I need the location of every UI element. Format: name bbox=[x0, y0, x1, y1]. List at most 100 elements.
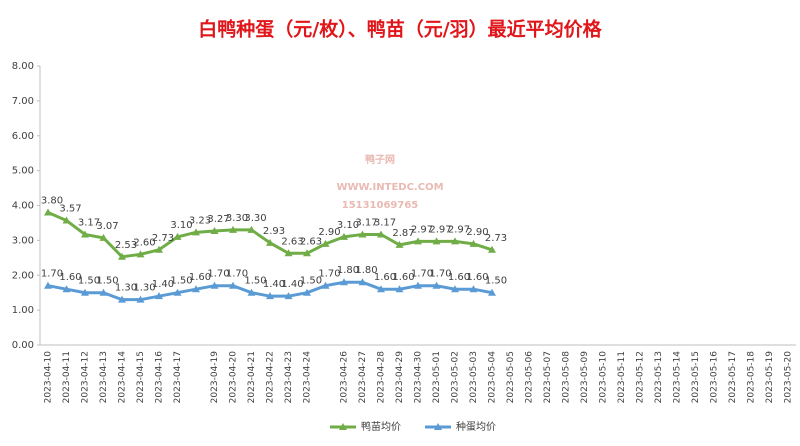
marker bbox=[192, 228, 200, 236]
marker bbox=[358, 278, 367, 286]
data-label: 1.50 bbox=[78, 276, 100, 287]
marker bbox=[321, 281, 330, 289]
y-tick-label: 2.00 bbox=[12, 270, 34, 281]
data-label: 1.70 bbox=[41, 269, 63, 280]
marker bbox=[358, 230, 367, 238]
marker bbox=[432, 237, 441, 245]
data-label: 1.80 bbox=[337, 265, 359, 276]
data-label: 1.80 bbox=[355, 265, 377, 276]
marker bbox=[469, 285, 478, 293]
data-label: 2.73 bbox=[485, 233, 507, 244]
data-label: 3.57 bbox=[59, 203, 81, 214]
x-tick-label: 2023-05-06 bbox=[525, 351, 535, 404]
marker bbox=[210, 226, 219, 234]
marker bbox=[81, 230, 89, 238]
marker bbox=[469, 239, 478, 247]
marker bbox=[488, 288, 496, 296]
data-label: 2.63 bbox=[300, 236, 322, 247]
x-tick-label: 2023-05-20 bbox=[784, 351, 794, 404]
marker bbox=[155, 245, 163, 253]
y-tick-label: 1.00 bbox=[12, 305, 34, 316]
x-tick-label: 2023-04-28 bbox=[377, 351, 387, 404]
watermark: WWW.INTEDC.COM bbox=[336, 182, 443, 193]
data-label: 2.90 bbox=[466, 227, 488, 238]
data-label: 1.40 bbox=[263, 279, 285, 290]
legend-label: 种蛋均价 bbox=[456, 420, 496, 433]
data-label: 2.97 bbox=[448, 224, 470, 235]
data-label: 1.70 bbox=[411, 269, 433, 280]
x-tick-label: 2023-05-09 bbox=[580, 351, 590, 404]
data-label: 3.30 bbox=[226, 213, 248, 224]
x-tick-label: 2023-04-30 bbox=[414, 351, 424, 404]
marker bbox=[284, 292, 293, 300]
marker bbox=[451, 237, 459, 245]
marker bbox=[321, 239, 330, 247]
data-label: 1.30 bbox=[133, 283, 155, 294]
marker bbox=[488, 245, 496, 253]
data-label: 3.17 bbox=[78, 217, 100, 228]
marker bbox=[395, 240, 404, 248]
x-tick-label: 2023-04-17 bbox=[173, 351, 183, 403]
y-tick-label: 4.00 bbox=[12, 201, 34, 212]
x-tick-label: 2023-04-19 bbox=[210, 351, 220, 404]
data-label: 1.60 bbox=[59, 272, 81, 283]
marker bbox=[192, 285, 200, 293]
x-tick-label: 2023-04-10 bbox=[44, 351, 54, 404]
x-tick-label: 2023-04-26 bbox=[340, 351, 350, 404]
data-label: 3.17 bbox=[374, 217, 396, 228]
x-tick-label: 2023-04-13 bbox=[99, 351, 109, 403]
marker bbox=[229, 225, 237, 233]
legend-marker bbox=[339, 423, 347, 430]
data-label: 3.27 bbox=[207, 214, 229, 225]
marker bbox=[377, 285, 385, 293]
x-tick-label: 2023-04-15 bbox=[136, 351, 146, 403]
x-tick-label: 2023-05-17 bbox=[728, 351, 738, 403]
x-tick-label: 2023-05-18 bbox=[747, 351, 757, 404]
x-tick-label: 2023-05-16 bbox=[710, 351, 720, 404]
data-label: 1.70 bbox=[318, 269, 340, 280]
data-label: 2.63 bbox=[281, 236, 303, 247]
y-tick-label: 3.00 bbox=[12, 235, 34, 246]
data-label: 1.40 bbox=[281, 279, 303, 290]
x-tick-label: 2023-05-04 bbox=[488, 351, 498, 404]
data-label: 1.40 bbox=[152, 279, 174, 290]
marker bbox=[432, 281, 441, 289]
data-label: 1.60 bbox=[392, 272, 414, 283]
data-label: 3.23 bbox=[189, 215, 211, 226]
x-tick-label: 2023-05-01 bbox=[432, 351, 442, 403]
marker bbox=[377, 230, 385, 238]
marker bbox=[62, 285, 71, 293]
legend-label: 鸭苗均价 bbox=[361, 420, 401, 433]
x-tick-label: 2023-05-15 bbox=[691, 351, 701, 403]
data-label: 1.70 bbox=[226, 269, 248, 280]
x-tick-label: 2023-05-19 bbox=[765, 351, 775, 404]
marker bbox=[414, 281, 422, 289]
y-tick-label: 6.00 bbox=[12, 131, 34, 142]
x-tick-label: 2023-04-22 bbox=[266, 351, 276, 403]
marker bbox=[44, 281, 52, 289]
data-label: 2.73 bbox=[152, 233, 174, 244]
marker bbox=[303, 288, 311, 296]
x-tick-label: 2023-04-21 bbox=[247, 351, 257, 403]
data-label: 1.60 bbox=[374, 272, 396, 283]
data-label: 3.10 bbox=[170, 220, 192, 231]
data-label: 1.50 bbox=[300, 276, 322, 287]
x-tick-label: 2023-04-16 bbox=[155, 351, 165, 404]
marker bbox=[451, 285, 459, 293]
marker bbox=[81, 288, 89, 296]
data-label: 2.87 bbox=[392, 228, 414, 239]
marker bbox=[173, 288, 182, 296]
marker bbox=[136, 295, 145, 303]
data-label: 2.93 bbox=[263, 226, 285, 237]
chart-title: 白鸭种蛋（元/枚）、鸭苗（元/羽）最近平均价格 bbox=[198, 18, 602, 41]
marker bbox=[118, 295, 126, 303]
data-label: 2.60 bbox=[133, 237, 155, 248]
data-label: 1.30 bbox=[115, 283, 137, 294]
x-tick-label: 2023-04-11 bbox=[62, 351, 72, 403]
data-label: 3.10 bbox=[337, 220, 359, 231]
x-tick-label: 2023-05-13 bbox=[654, 351, 664, 403]
marker bbox=[173, 232, 182, 240]
watermark: 鸭子网 bbox=[365, 153, 395, 166]
marker bbox=[99, 233, 108, 241]
